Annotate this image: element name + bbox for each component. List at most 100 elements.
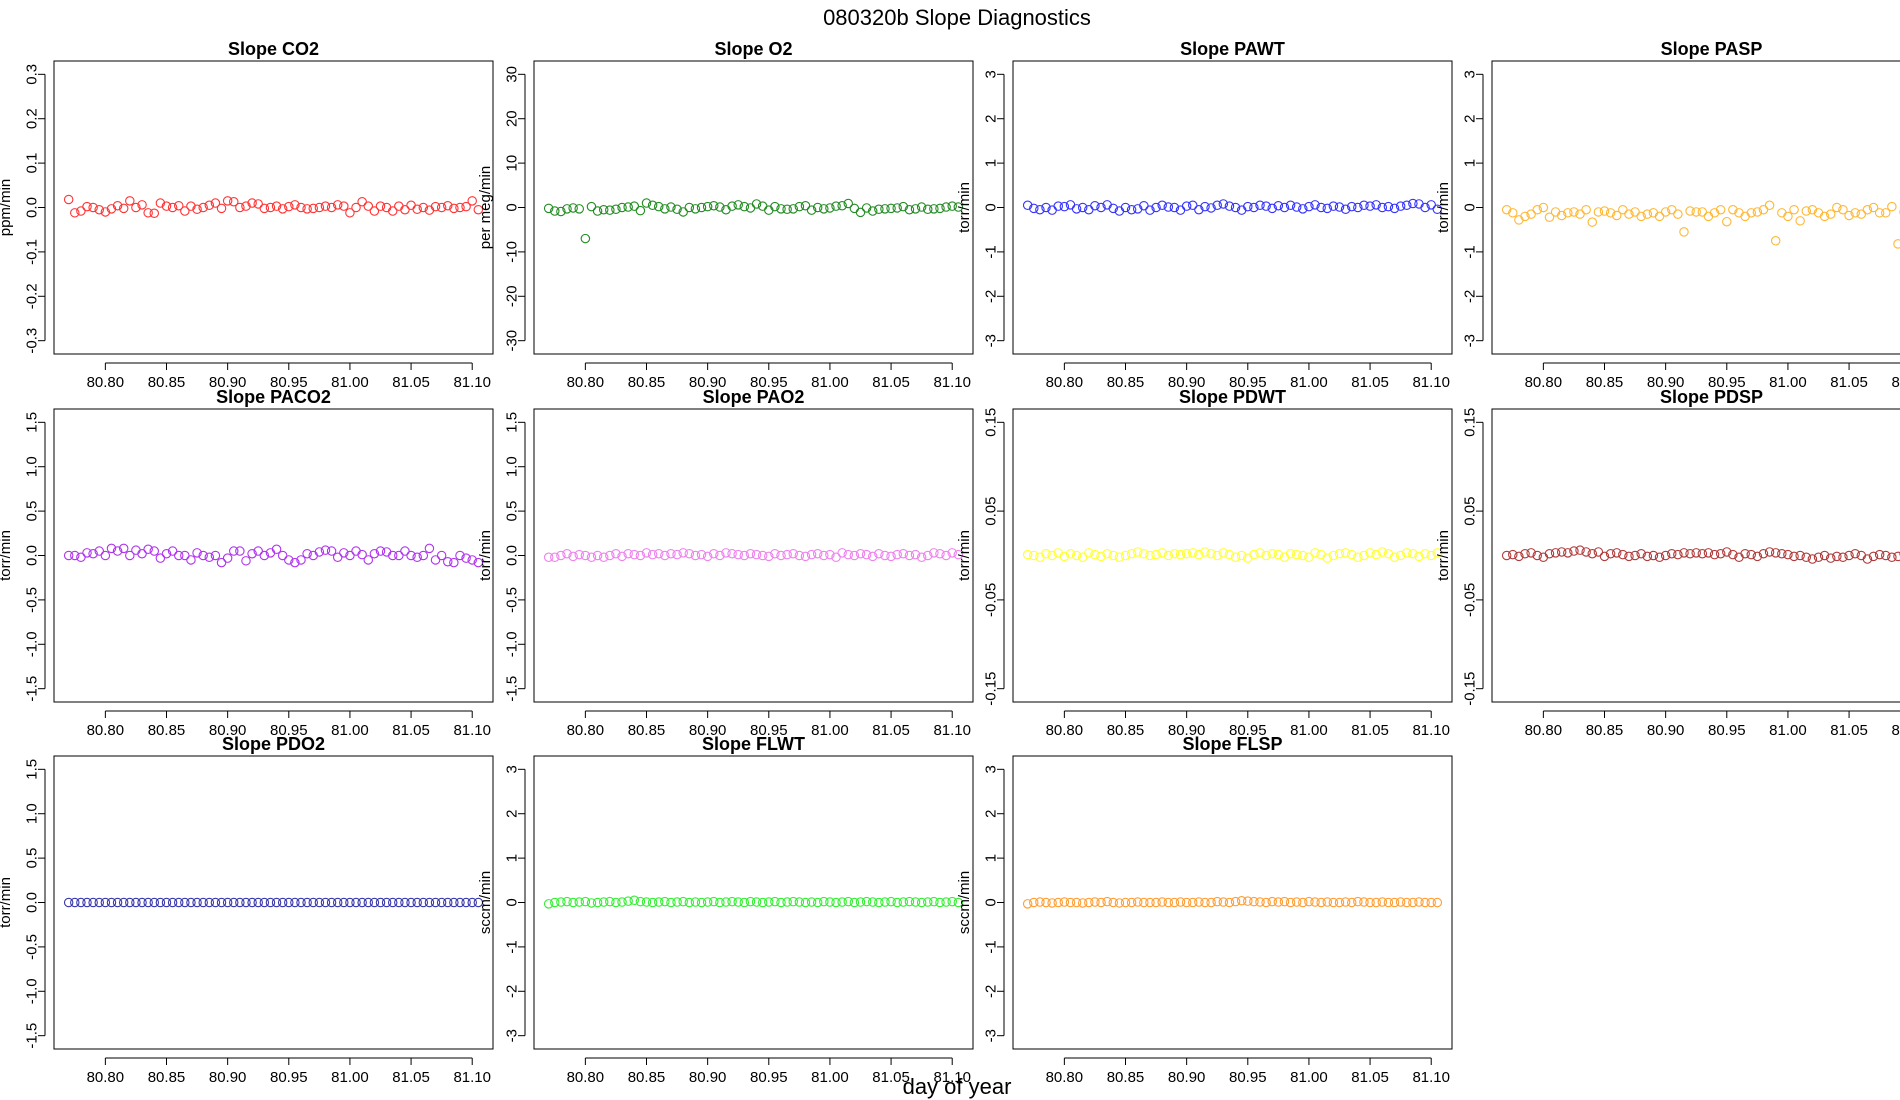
- data-point: [745, 203, 756, 213]
- data-point: [892, 897, 902, 908]
- data-point: [1636, 211, 1646, 222]
- data-point: [467, 555, 477, 565]
- data-point: [1697, 207, 1708, 217]
- data-point: [1432, 204, 1443, 215]
- data-point: [1389, 552, 1400, 563]
- y-axis-label: ppm/min: [0, 179, 14, 237]
- x-tick-label: 81.10: [1412, 722, 1450, 739]
- data-point: [351, 202, 361, 213]
- y-tick-label: -3: [983, 334, 1000, 347]
- data-point: [831, 552, 841, 563]
- data-point: [1157, 897, 1167, 907]
- data-point: [436, 897, 447, 908]
- data-point: [94, 546, 104, 556]
- data-point: [874, 204, 884, 215]
- data-point: [70, 897, 80, 908]
- data-point: [550, 206, 560, 216]
- data-point: [1236, 550, 1247, 561]
- data-point: [855, 548, 866, 559]
- data-point: [1770, 236, 1781, 246]
- data-point: [1648, 208, 1659, 218]
- data-point: [1145, 897, 1155, 908]
- data-point: [143, 208, 153, 218]
- y-tick-label: 0.05: [983, 497, 1000, 526]
- x-tick-label: 81.00: [1290, 1069, 1328, 1086]
- x-tick-label: 81.10: [933, 1069, 971, 1086]
- data-point: [1715, 548, 1726, 559]
- data-point: [235, 202, 245, 213]
- y-tick-label: 2: [983, 810, 1000, 818]
- y-axis-label: torr/min: [477, 530, 494, 581]
- data-point: [1316, 202, 1326, 213]
- data-point: [1181, 897, 1192, 908]
- x-tick-label: 81.05: [1830, 374, 1868, 391]
- data-point: [568, 203, 578, 213]
- data-point: [1575, 209, 1585, 219]
- data-point: [1550, 548, 1561, 558]
- data-point: [1224, 549, 1235, 560]
- data-point: [1611, 548, 1622, 558]
- data-point: [125, 897, 135, 908]
- data-point: [550, 552, 560, 563]
- plot-frame: [1491, 60, 1900, 355]
- data-point: [1212, 550, 1222, 561]
- data-point: [1145, 550, 1155, 561]
- data-point: [271, 201, 282, 211]
- y-tick-label: 3: [983, 70, 1000, 78]
- data-point: [672, 204, 682, 215]
- data-point: [1029, 897, 1039, 908]
- data-point: [709, 200, 719, 211]
- data-point: [302, 548, 312, 559]
- data-point: [953, 897, 964, 908]
- data-point: [1420, 897, 1430, 908]
- data-point: [660, 896, 670, 907]
- x-tick-label: 80.85: [1107, 374, 1145, 391]
- data-point: [290, 897, 300, 908]
- data-point: [1029, 203, 1039, 214]
- data-point: [332, 897, 343, 908]
- data-point: [204, 200, 215, 211]
- data-point: [1261, 897, 1271, 908]
- data-point: [1728, 549, 1738, 560]
- panel-slope-pasp: Slope PASP torr/min -3 -2 -1 0 1 2 3 80.80 80.85 80…: [1435, 39, 1900, 391]
- data-point: [770, 896, 780, 907]
- data-point: [222, 553, 233, 563]
- data-point: [1377, 547, 1388, 557]
- data-point: [424, 543, 435, 554]
- y-tick-label: -10: [504, 241, 521, 263]
- data-point: [1181, 201, 1192, 211]
- data-point: [229, 897, 239, 908]
- data-point: [1587, 548, 1598, 559]
- data-point: [1624, 209, 1634, 219]
- y-tick-label: 10: [504, 155, 521, 172]
- data-point: [1181, 548, 1192, 559]
- data-point: [339, 201, 349, 211]
- data-point: [1041, 202, 1051, 213]
- data-point: [1059, 897, 1070, 907]
- data-point: [1359, 550, 1369, 561]
- data-point: [1298, 550, 1308, 561]
- data-point: [867, 551, 878, 562]
- data-point: [1114, 898, 1125, 908]
- data-point: [770, 201, 780, 212]
- data-point: [186, 897, 196, 908]
- data-point: [1501, 204, 1512, 215]
- x-tick-label: 80.85: [628, 722, 666, 739]
- data-point: [1346, 201, 1357, 212]
- data-point: [653, 897, 664, 907]
- data-point: [1273, 897, 1284, 907]
- data-point: [1764, 200, 1775, 211]
- x-tick-label: 80.80: [567, 722, 605, 739]
- data-point: [1340, 204, 1351, 215]
- data-point: [1316, 549, 1326, 560]
- data-point: [1126, 897, 1137, 908]
- data-point: [381, 547, 392, 557]
- data-point: [1334, 202, 1345, 212]
- y-tick-label: 1.0: [24, 456, 41, 477]
- data-point: [1426, 897, 1436, 908]
- y-tick-label: 1: [983, 159, 1000, 167]
- data-point: [1722, 216, 1732, 227]
- plot-frame: [53, 60, 494, 355]
- data-point: [1642, 209, 1653, 219]
- data-point: [1310, 548, 1320, 558]
